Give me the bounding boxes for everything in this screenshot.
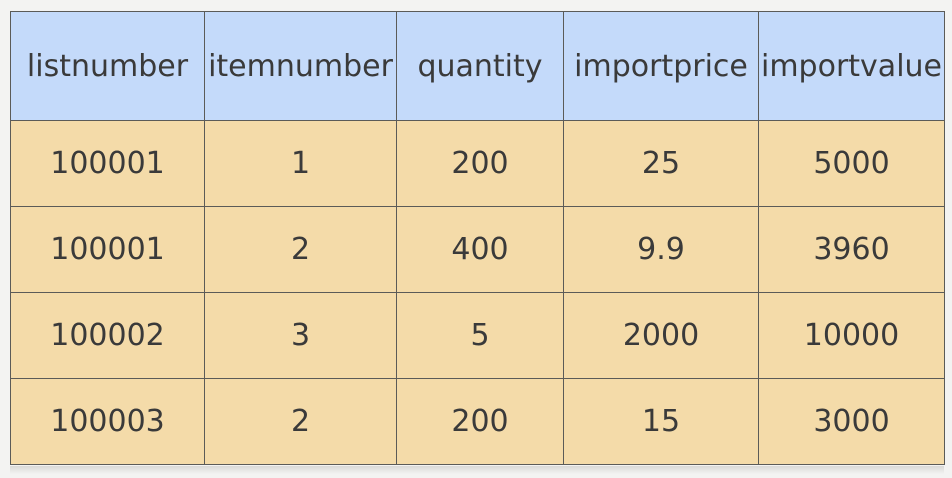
cell-listnumber: 100001 (10, 206, 205, 293)
cell-listnumber: 100002 (10, 292, 205, 379)
cell-itemnumber: 3 (204, 292, 397, 379)
data-table: listnumber itemnumber quantity importpri… (10, 11, 945, 465)
cell-importprice: 25 (563, 120, 759, 207)
cell-quantity: 400 (396, 206, 564, 293)
header-importprice: importprice (563, 11, 759, 121)
cell-importprice: 15 (563, 378, 759, 465)
table-row: 100003 2 200 15 3000 (10, 378, 945, 465)
header-quantity: quantity (396, 11, 564, 121)
cell-quantity: 200 (396, 120, 564, 207)
cell-quantity: 5 (396, 292, 564, 379)
header-importvalue: importvalue (758, 11, 945, 121)
cell-importvalue: 3960 (758, 206, 945, 293)
header-listnumber: listnumber (10, 11, 205, 121)
table-row: 100002 3 5 2000 10000 (10, 292, 945, 379)
cell-importvalue: 5000 (758, 120, 945, 207)
cell-itemnumber: 2 (204, 378, 397, 465)
table-body: 100001 1 200 25 5000 100001 2 400 9.9 39… (10, 120, 945, 465)
cell-quantity: 200 (396, 378, 564, 465)
cell-importvalue: 10000 (758, 292, 945, 379)
bottom-shadow (10, 466, 944, 474)
table-row: 100001 1 200 25 5000 (10, 120, 945, 207)
table-header: listnumber itemnumber quantity importpri… (10, 11, 945, 121)
cell-listnumber: 100001 (10, 120, 205, 207)
table-row: 100001 2 400 9.9 3960 (10, 206, 945, 293)
header-row: listnumber itemnumber quantity importpri… (10, 11, 945, 121)
cell-importprice: 2000 (563, 292, 759, 379)
cell-itemnumber: 2 (204, 206, 397, 293)
cell-importvalue: 3000 (758, 378, 945, 465)
cell-itemnumber: 1 (204, 120, 397, 207)
header-itemnumber: itemnumber (204, 11, 397, 121)
cell-listnumber: 100003 (10, 378, 205, 465)
cell-importprice: 9.9 (563, 206, 759, 293)
